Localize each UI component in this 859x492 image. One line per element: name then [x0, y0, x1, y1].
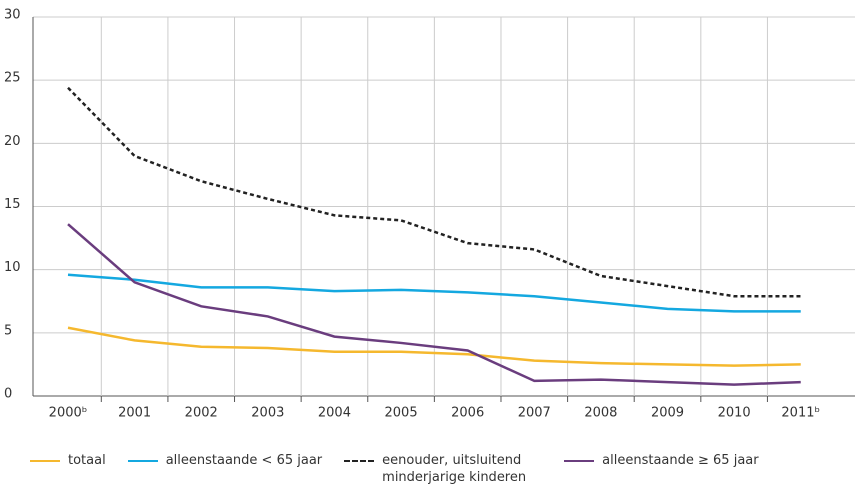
series-line	[67, 273, 801, 313]
x-tick-label: 2003	[251, 406, 284, 421]
x-tick-label: 2011ᵇ	[781, 406, 820, 421]
y-tick-label: 20	[4, 134, 21, 149]
series-line	[67, 326, 801, 367]
y-tick-label: 0	[4, 387, 12, 402]
y-tick-label: 30	[4, 8, 21, 23]
y-tick-label: 10	[4, 260, 21, 275]
legend-item: alleenstaande ≥ 65 jaar	[564, 452, 759, 486]
x-tick-label: 2006	[451, 406, 484, 421]
legend-swatch	[564, 460, 595, 462]
legend-swatch	[344, 460, 375, 462]
legend-swatch	[30, 460, 60, 462]
legend-item: totaal	[30, 452, 106, 486]
legend-label: totaal	[68, 453, 106, 468]
legend-label: alleenstaande < 65 jaar	[165, 453, 323, 468]
legend: totaal alleenstaande < 65 jaar eenouder, u…	[30, 452, 781, 486]
x-tick-label: 2000ᵇ	[49, 406, 88, 421]
y-tick-label: 25	[4, 71, 21, 86]
chart: 0 5 10 15 20 25 30 2000ᵇ 2001 2002 2003 2004 2005 200…	[4, 8, 855, 421]
y-tick-label: 5	[4, 323, 12, 338]
series-line	[67, 223, 801, 386]
legend-label: alleenstaande ≥ 65 jaar	[602, 453, 759, 468]
legend-label: eenouder, uitsluitend minderjarige kinde…	[382, 453, 527, 485]
legend-item: alleenstaande < 65 jaar	[127, 452, 323, 486]
x-tick-label: 2004	[318, 406, 351, 421]
y-tick-label: 15	[4, 197, 21, 212]
x-tick-label: 2005	[385, 406, 418, 421]
x-tick-label: 2007	[518, 406, 551, 421]
series-line	[67, 86, 801, 298]
legend-item: eenouder, uitsluitend minderjarige kinde…	[344, 452, 542, 486]
legend-swatch	[127, 460, 158, 462]
x-tick-label: 2002	[185, 406, 218, 421]
x-tick-label: 2001	[118, 406, 151, 421]
x-tick-label: 2010	[718, 406, 751, 421]
x-tick-label: 2008	[584, 406, 617, 421]
x-tick-label: 2009	[651, 406, 684, 421]
